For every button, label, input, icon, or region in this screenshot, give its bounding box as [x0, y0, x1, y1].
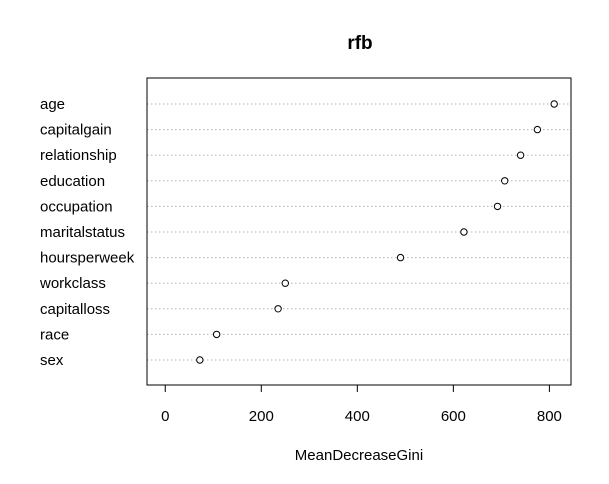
x-tick-label-400: 400: [345, 408, 370, 425]
point-sex: [196, 356, 204, 364]
x-tick-label-200: 200: [249, 408, 274, 425]
category-label-capitalloss: capitalloss: [40, 301, 110, 318]
point-occupation: [493, 202, 502, 211]
point-capitalloss: [274, 305, 282, 313]
category-label-hoursperweek: hoursperweek: [40, 250, 135, 267]
x-axis: 0 200 400 600 800: [161, 384, 562, 425]
point-relationship: [516, 151, 525, 159]
category-label-maritalstatus: maritalstatus: [40, 224, 125, 241]
point-hoursperweek: [396, 253, 405, 262]
point-education: [501, 177, 509, 185]
point-capitalgain: [533, 125, 542, 134]
x-tick-label-800: 800: [537, 408, 562, 425]
x-tick-label-0: 0: [161, 408, 169, 425]
grid-lines: [147, 103, 571, 361]
chart-title: rfb: [347, 33, 372, 54]
category-label-race: race: [40, 326, 69, 343]
category-label-workclass: workclass: [39, 275, 106, 292]
category-label-relationship: relationship: [40, 147, 117, 164]
category-label-capitalgain: capitalgain: [40, 122, 112, 139]
point-race: [212, 330, 221, 339]
category-label-occupation: occupation: [40, 198, 113, 215]
category-labels: age capitalgain relationship education occup…: [39, 96, 135, 369]
category-label-age: age: [40, 96, 65, 113]
data-points: [196, 100, 558, 364]
x-tick-label-600: 600: [441, 408, 466, 425]
point-maritalstatus: [460, 228, 468, 236]
point-workclass: [281, 279, 289, 287]
point-age: [550, 100, 558, 108]
category-label-education: education: [40, 173, 105, 190]
x-axis-label: MeanDecreaseGini: [295, 447, 423, 464]
category-label-sex: sex: [40, 352, 64, 369]
